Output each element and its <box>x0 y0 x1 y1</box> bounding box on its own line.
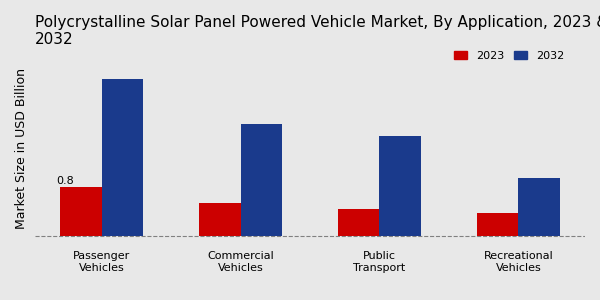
Bar <box>518 178 560 236</box>
Text: Polycrystalline Solar Panel Powered Vehicle Market, By Application, 2023 &
2032: Polycrystalline Solar Panel Powered Vehi… <box>35 15 600 47</box>
Bar <box>101 79 143 236</box>
Legend: 2023, 2032: 2023, 2032 <box>450 46 568 65</box>
Text: 0.8: 0.8 <box>56 176 74 186</box>
Bar <box>241 124 282 236</box>
Bar <box>338 208 379 236</box>
Bar <box>199 202 241 236</box>
Bar <box>476 213 518 236</box>
Y-axis label: Market Size in USD Billion: Market Size in USD Billion <box>15 68 28 229</box>
Bar <box>379 136 421 236</box>
Bar <box>60 188 101 236</box>
